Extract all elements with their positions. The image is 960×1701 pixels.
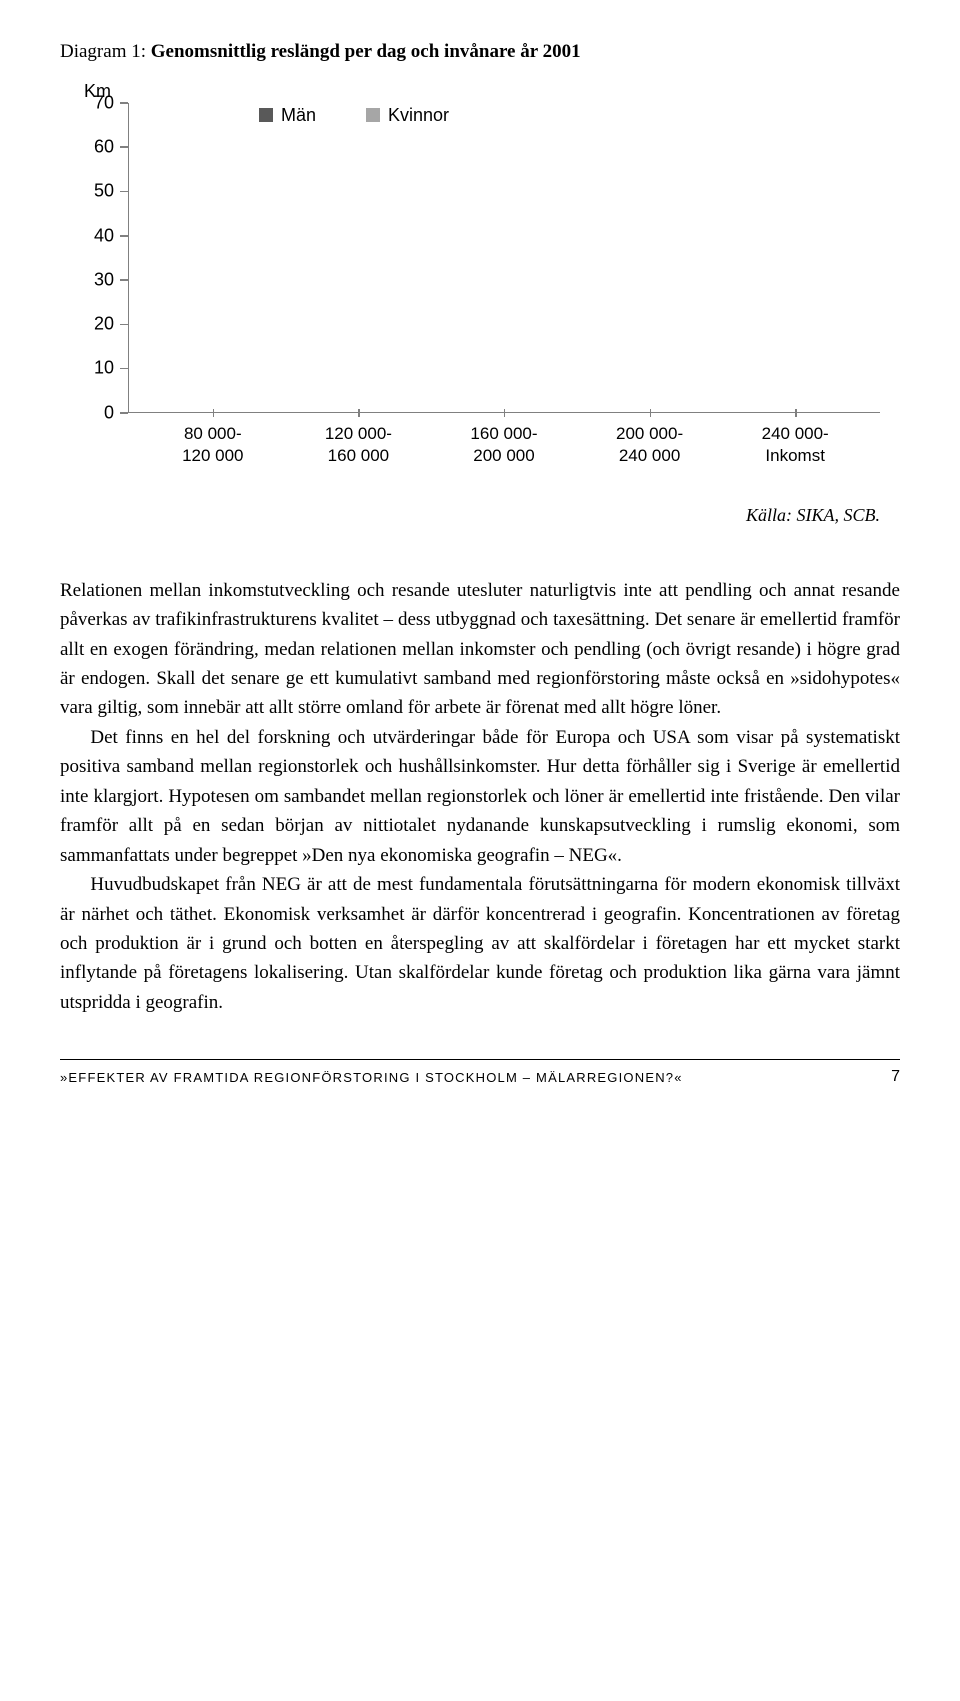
- x-label-wrap: 80 000- 120 000: [153, 417, 273, 475]
- y-tick-mark: [120, 191, 128, 193]
- chart: Km 010203040506070 MänKvinnor 80 000- 12…: [80, 85, 880, 475]
- y-axis-ticks: 010203040506070: [80, 103, 128, 413]
- y-tick-label: 40: [80, 225, 114, 246]
- x-label-wrap: 200 000- 240 000: [590, 417, 710, 475]
- chart-bars: [129, 103, 880, 412]
- y-tick-label: 70: [80, 92, 114, 113]
- x-tick-label: 120 000- 160 000: [298, 417, 418, 467]
- y-tick-label: 50: [80, 181, 114, 202]
- y-tick-label: 60: [80, 136, 114, 157]
- footer-publication-title: »EFFEKTER AV FRAMTIDA REGIONFÖRSTORING I…: [60, 1070, 683, 1085]
- y-tick-mark: [120, 324, 128, 326]
- page-footer: »EFFEKTER AV FRAMTIDA REGIONFÖRSTORING I…: [60, 1060, 900, 1086]
- x-tick-label: 240 000- Inkomst: [735, 417, 855, 467]
- x-label-wrap: 240 000- Inkomst: [735, 417, 855, 475]
- x-tick-mark: [358, 409, 360, 417]
- chart-source: Källa: SIKA, SCB.: [60, 505, 880, 526]
- body-text: Relationen mellan inkomstutveckling och …: [60, 576, 900, 1018]
- diagram-number: Diagram 1:: [60, 41, 151, 62]
- x-tick-label: 200 000- 240 000: [590, 417, 710, 467]
- body-paragraph: Relationen mellan inkomstutveckling och …: [60, 576, 900, 723]
- body-paragraph: Det finns en hel del forskning och utvär…: [60, 723, 900, 870]
- y-tick-mark: [120, 146, 128, 148]
- y-tick-mark: [120, 102, 128, 104]
- y-tick-mark: [120, 412, 128, 414]
- page-number: 7: [891, 1068, 900, 1086]
- y-tick-label: 20: [80, 314, 114, 335]
- x-label-wrap: 120 000- 160 000: [298, 417, 418, 475]
- x-axis-labels: 80 000- 120 000 120 000- 160 000 160 000- …: [128, 417, 880, 475]
- y-tick-mark: [120, 279, 128, 281]
- y-tick-label: 30: [80, 269, 114, 290]
- diagram-title: Diagram 1: Genomsnittlig reslängd per da…: [60, 40, 900, 65]
- y-tick-mark: [120, 235, 128, 237]
- body-paragraph: Huvudbudskapet från NEG är att de mest f…: [60, 870, 900, 1017]
- x-tick-label: 160 000- 200 000: [444, 417, 564, 467]
- x-tick-mark: [504, 409, 506, 417]
- chart-plot-area: MänKvinnor: [128, 103, 880, 413]
- y-tick-mark: [120, 368, 128, 370]
- x-tick-mark: [650, 409, 652, 417]
- y-tick-label: 0: [80, 402, 114, 423]
- x-tick-label: 80 000- 120 000: [153, 417, 273, 467]
- y-tick-label: 10: [80, 358, 114, 379]
- x-label-wrap: 160 000- 200 000: [444, 417, 564, 475]
- diagram-name: Genomsnittlig reslängd per dag och invån…: [151, 41, 581, 62]
- x-tick-mark: [795, 409, 797, 417]
- x-tick-mark: [213, 409, 215, 417]
